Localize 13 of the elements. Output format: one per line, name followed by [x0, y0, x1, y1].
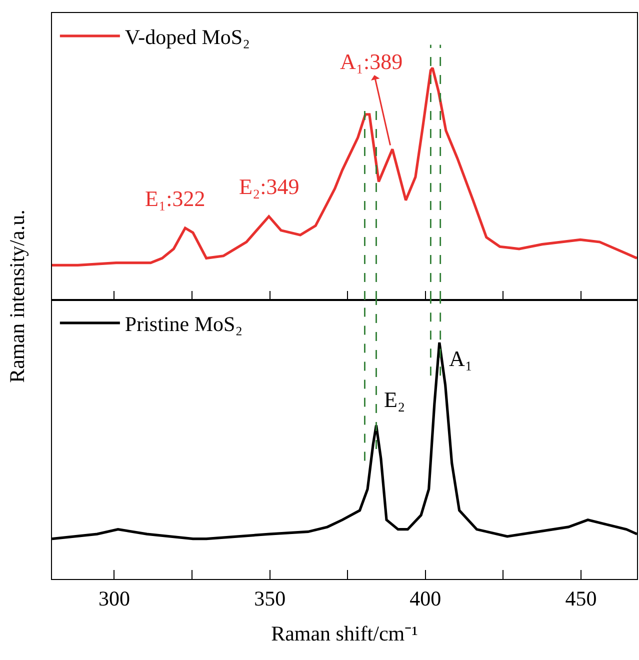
annotation: A₁:389: [340, 49, 403, 74]
x-tick-label: 400: [410, 586, 442, 610]
x-tick-label: 300: [98, 586, 130, 610]
annotation: E₂: [384, 387, 406, 412]
x-tick-label: 350: [254, 586, 286, 610]
x-tick-label: 450: [565, 586, 597, 610]
legend-label: Pristine MoS₂: [124, 312, 243, 336]
annotation: E₂:349: [239, 174, 300, 199]
annotation: A₁: [449, 346, 473, 371]
legend-label: V-doped MoS₂: [124, 25, 250, 50]
annotation: E₁:322: [145, 186, 206, 211]
y-axis-title: Raman intensity/a.u.: [4, 210, 29, 383]
x-axis-title: Raman shift/cm⁻¹: [271, 622, 418, 646]
